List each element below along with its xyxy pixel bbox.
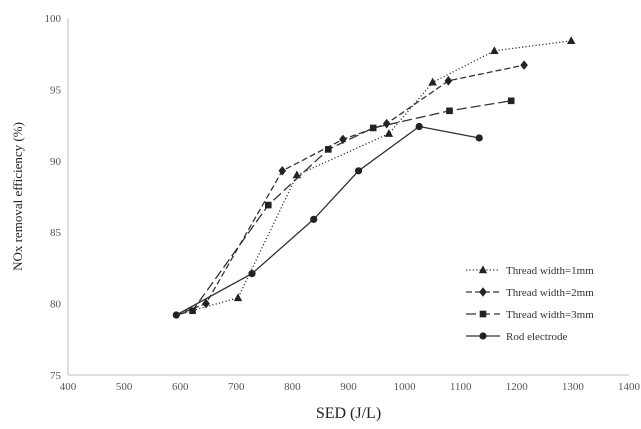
x-tick-label: 1400 bbox=[618, 381, 641, 393]
square-marker bbox=[325, 146, 332, 153]
series-4 bbox=[175, 122, 483, 316]
x-tick-label: 1200 bbox=[506, 381, 529, 393]
y-tick-label: 95 bbox=[50, 84, 62, 96]
y-tick-label: 85 bbox=[50, 227, 62, 239]
legend-label: Thread width=3mm bbox=[506, 309, 594, 321]
series-group bbox=[172, 36, 576, 319]
triangle-marker bbox=[478, 265, 488, 274]
series-line bbox=[176, 100, 512, 316]
series-3 bbox=[176, 97, 515, 316]
legend-item: Thread width=2mm bbox=[466, 287, 594, 299]
legend-item: Thread width=1mm bbox=[466, 265, 594, 277]
circle-marker bbox=[479, 332, 487, 340]
triangle-marker bbox=[292, 170, 302, 179]
circle-marker bbox=[310, 215, 318, 223]
diamond-marker bbox=[278, 165, 287, 176]
x-tick-label: 900 bbox=[340, 381, 357, 393]
y-tick-label: 75 bbox=[50, 370, 62, 382]
series-2 bbox=[176, 60, 528, 316]
x-tick-label: 800 bbox=[284, 381, 301, 393]
x-tick-labels: 400 500 600 700 800 900 1000 1100 1200 1300 1400 bbox=[60, 381, 641, 393]
circle-marker bbox=[415, 122, 423, 131]
diamond-marker bbox=[520, 60, 528, 70]
series-line bbox=[175, 125, 480, 316]
y-tick-label: 100 bbox=[45, 13, 62, 25]
circle-marker bbox=[172, 311, 180, 319]
legend-item: Rod electrode bbox=[466, 331, 568, 343]
square-marker bbox=[446, 107, 453, 115]
x-tick-label: 1300 bbox=[562, 381, 585, 393]
square-marker bbox=[264, 201, 272, 209]
x-tick-label: 1000 bbox=[394, 381, 417, 393]
diamond-marker bbox=[202, 298, 210, 309]
legend-label: Thread width=2mm bbox=[506, 287, 594, 299]
y-tick-label: 80 bbox=[50, 299, 62, 311]
circle-marker bbox=[248, 270, 256, 278]
square-marker bbox=[507, 97, 515, 105]
y-tick-label: 90 bbox=[50, 156, 62, 168]
square-marker bbox=[369, 124, 377, 132]
legend-label: Rod electrode bbox=[506, 331, 568, 343]
triangle-marker bbox=[567, 36, 576, 45]
legend: Thread width=1mm Thread width=2mm Thread w… bbox=[466, 265, 594, 343]
y-tick-labels: 75 80 85 90 95 100 bbox=[45, 13, 62, 382]
x-axis-title: SED (J/L) bbox=[316, 405, 381, 422]
x-tick-label: 400 bbox=[60, 381, 77, 393]
x-tick-label: 1100 bbox=[450, 381, 472, 393]
square-marker bbox=[189, 307, 196, 315]
legend-label: Thread width=1mm bbox=[506, 265, 594, 277]
series-1 bbox=[176, 36, 576, 316]
axes bbox=[67, 18, 629, 376]
diamond-marker bbox=[444, 76, 453, 86]
triangle-marker bbox=[490, 46, 499, 55]
triangle-marker bbox=[384, 129, 394, 137]
x-tick-label: 500 bbox=[116, 381, 133, 393]
triangle-marker bbox=[233, 293, 243, 302]
square-marker bbox=[479, 310, 487, 318]
series-line bbox=[176, 64, 525, 316]
diamond-marker bbox=[479, 287, 487, 297]
x-tick-label: 600 bbox=[172, 381, 189, 393]
legend-item: Thread width=3mm bbox=[466, 309, 594, 321]
x-tick-label: 700 bbox=[228, 381, 245, 393]
diamond-marker bbox=[382, 118, 391, 129]
triangle-marker bbox=[428, 77, 437, 86]
y-axis-title: NOx removal efficiency (%) bbox=[10, 122, 25, 271]
circle-marker bbox=[354, 167, 363, 175]
circle-marker bbox=[475, 134, 483, 142]
